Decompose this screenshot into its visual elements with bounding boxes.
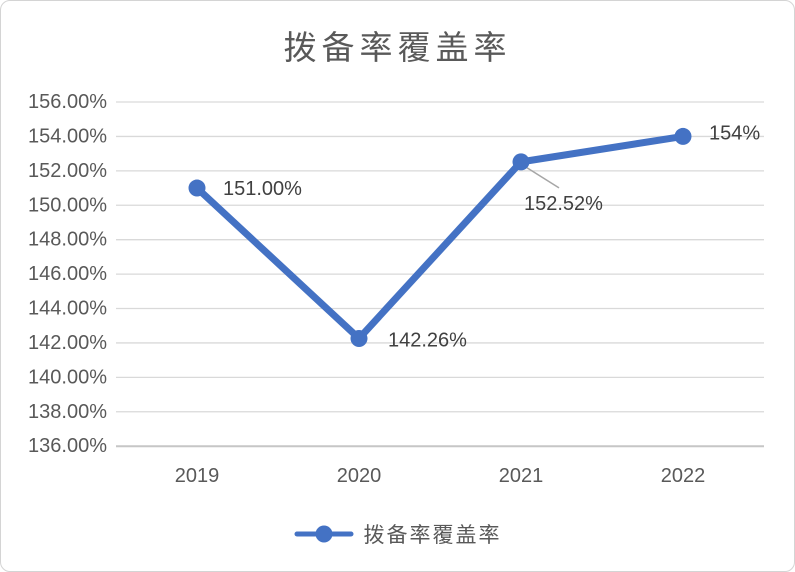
y-tick-label: 144.00% — [28, 298, 107, 320]
data-point-marker — [188, 179, 206, 197]
y-tick-label: 156.00% — [28, 91, 107, 113]
y-tick-label: 140.00% — [28, 366, 107, 388]
data-label-leader-line — [523, 165, 560, 189]
data-label: 152.52% — [524, 193, 603, 215]
legend: 拨备率覆盖率 — [1, 520, 794, 548]
y-tick-label: 142.00% — [28, 332, 107, 354]
x-tick-label: 2020 — [337, 465, 382, 487]
data-point-marker — [512, 153, 530, 171]
y-tick-label: 138.00% — [28, 401, 107, 423]
data-point-marker — [350, 329, 368, 347]
chart-title: 拨备率覆盖率 — [283, 29, 512, 66]
y-tick-label: 154.00% — [28, 125, 107, 147]
x-tick-label: 2022 — [661, 465, 706, 487]
series-line — [193, 132, 687, 342]
legend-label: 拨备率覆盖率 — [363, 524, 502, 547]
y-tick-label: 152.00% — [28, 160, 107, 182]
data-label: 151.00% — [223, 178, 302, 200]
y-tick-label: 150.00% — [28, 194, 107, 216]
y-tick-label: 136.00% — [28, 435, 107, 457]
y-tick-label: 146.00% — [28, 263, 107, 285]
x-tick-label: 2019 — [175, 465, 220, 487]
y-tick-label: 148.00% — [28, 229, 107, 251]
data-point-marker — [674, 127, 692, 145]
x-tick-label: 2021 — [499, 465, 544, 487]
legend-line-marker-icon — [294, 525, 353, 543]
data-label: 142.26% — [388, 329, 467, 351]
data-label: 154% — [709, 122, 760, 144]
legend-dot-swatch — [315, 525, 332, 543]
